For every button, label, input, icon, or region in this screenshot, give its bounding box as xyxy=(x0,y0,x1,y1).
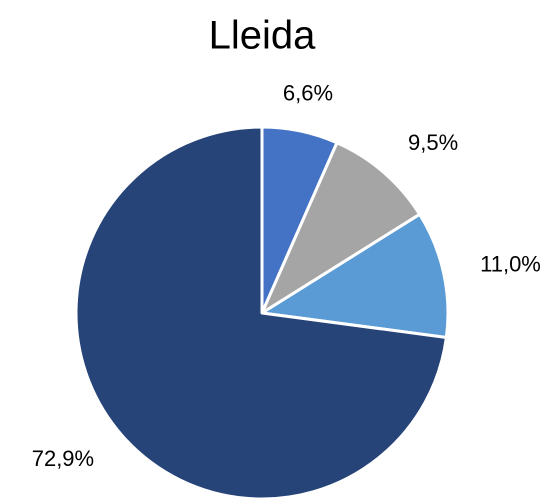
data-label: 9,5% xyxy=(408,130,458,155)
data-label: 11,0% xyxy=(480,251,541,276)
pie-slice xyxy=(260,212,450,339)
pie-slice xyxy=(260,141,422,315)
data-label: 72,9% xyxy=(32,446,94,471)
pie-slice xyxy=(74,125,448,498)
data-label: 6,6% xyxy=(283,80,333,105)
chart-title: Lleida xyxy=(209,14,317,58)
